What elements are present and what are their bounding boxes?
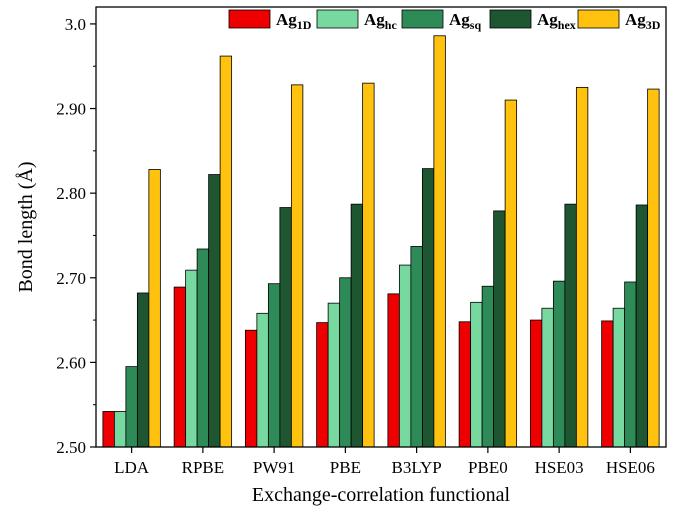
bar-hc-rpbe <box>185 269 198 448</box>
bar-hc-pbe0 <box>470 301 483 448</box>
y-tick-label: 2.60 <box>56 353 86 372</box>
legend-label-subscript: hc <box>385 18 398 32</box>
y-tick-label: 2.50 <box>56 438 86 457</box>
legend-label: Ag3D <box>625 10 661 32</box>
bar-sq-lda <box>125 366 138 448</box>
x-axis-label: Exchange-correlation functional <box>252 484 511 506</box>
bar-3d-lda <box>148 169 161 448</box>
bar-1d-b3lyp <box>387 293 400 448</box>
bar-hc-lda <box>113 411 127 448</box>
x-tick-label: B3LYP <box>391 458 441 477</box>
plot-frame <box>95 6 667 448</box>
legend-label-subscript: sq <box>470 18 482 32</box>
bar-3d-b3lyp <box>433 35 446 448</box>
legend-label: Aghc <box>364 10 397 32</box>
bar-1d-lda <box>102 411 115 448</box>
bars-group <box>102 35 660 448</box>
legend-label: Ag1D <box>276 10 312 32</box>
bar-sq-pbe0 <box>481 285 495 448</box>
bar-sq-pw91 <box>267 283 281 448</box>
bar-1d-hse03 <box>529 319 543 448</box>
bar-3d-hse03 <box>575 86 589 448</box>
legend-label: Aghex <box>537 10 576 32</box>
bar-1d-pw91 <box>244 329 258 448</box>
y-tick-label: 2.90 <box>56 100 86 119</box>
x-tick-label: PW91 <box>253 458 296 477</box>
bar-hc-pbe <box>327 302 341 448</box>
legend-swatch <box>577 9 620 29</box>
bar-hex-rpbe <box>208 174 221 448</box>
x-tick-label: HSE06 <box>606 458 655 477</box>
legend-swatch <box>401 9 444 29</box>
legend-item-hex: Aghex <box>489 9 576 32</box>
x-tick-label: HSE03 <box>535 458 584 477</box>
bar-3d-pbe <box>362 82 375 448</box>
bar-hc-hse03 <box>541 307 554 448</box>
bar-1d-hse06 <box>601 320 614 448</box>
y-axis: 2.50 2.60 2.70 2.80 2.90 3.0 <box>56 15 96 457</box>
x-tick-label: PBE0 <box>468 458 508 477</box>
bar-hex-hse03 <box>564 203 577 448</box>
bar-hex-pbe <box>350 203 364 448</box>
legend-label-base: Ag <box>537 10 558 29</box>
legend-item-1d: Ag1D <box>228 9 312 32</box>
bar-1d-pbe <box>316 322 329 448</box>
legend-swatch <box>228 9 271 29</box>
bar-hex-hse06 <box>635 204 649 448</box>
legend-label-base: Ag <box>449 10 470 29</box>
bar-hex-b3lyp <box>421 168 435 448</box>
legend-label-subscript: hex <box>558 18 576 32</box>
legend-label-base: Ag <box>364 10 385 29</box>
legend-item-3d: Ag3D <box>577 9 661 32</box>
legend-label-base: Ag <box>276 10 297 29</box>
bar-hex-lda <box>136 292 150 448</box>
bar-sq-rpbe <box>196 248 210 448</box>
x-tick-label: PBE <box>330 458 361 477</box>
legend-item-hc: Aghc <box>316 9 397 32</box>
bar-sq-hse06 <box>624 281 637 448</box>
legend-swatch <box>489 9 532 29</box>
bar-3d-pbe0 <box>504 99 518 448</box>
legend-label: Agsq <box>449 10 481 32</box>
bar-hc-b3lyp <box>398 264 412 448</box>
bar-hc-hse06 <box>612 307 626 448</box>
bar-hc-pw91 <box>256 312 269 448</box>
bar-3d-pw91 <box>290 84 304 448</box>
legend-label-subscript: 3D <box>646 18 661 32</box>
legend-label-subscript: 1D <box>297 18 312 32</box>
bar-hex-pw91 <box>279 207 292 448</box>
y-axis-label: Bond length (Å) <box>15 161 37 292</box>
bar-sq-b3lyp <box>410 246 423 448</box>
x-tick-label: LDA <box>114 458 150 477</box>
x-axis: LDA RPBE PW91 PBE B3LYP PBE0 HSE03 HSE06 <box>114 447 655 477</box>
bar-sq-hse03 <box>552 280 566 448</box>
bar-1d-rpbe <box>173 286 187 448</box>
bar-3d-rpbe <box>219 55 233 448</box>
legend-swatch <box>316 9 359 29</box>
legend-label-base: Ag <box>625 10 646 29</box>
y-tick-label: 2.70 <box>56 269 86 288</box>
bar-3d-hse06 <box>647 88 660 448</box>
x-tick-label: RPBE <box>182 458 225 477</box>
bar-sq-pbe <box>339 277 352 448</box>
y-tick-label: 2.80 <box>56 184 86 203</box>
bar-hex-pbe0 <box>493 210 506 448</box>
legend: Ag1D Aghc Agsq Aghex Ag3D <box>228 9 661 32</box>
bar-1d-pbe0 <box>458 321 472 448</box>
legend-item-sq: Agsq <box>401 9 481 32</box>
y-tick-label: 3.0 <box>65 15 86 34</box>
